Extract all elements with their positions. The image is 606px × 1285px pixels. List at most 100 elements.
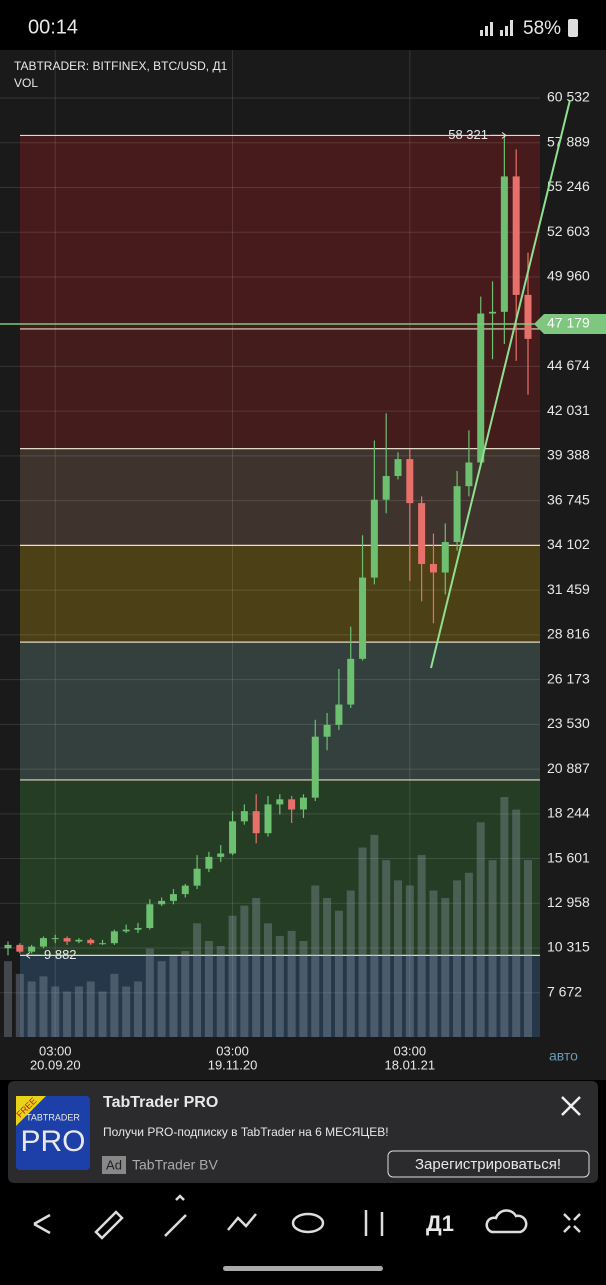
volume-bar bbox=[145, 948, 154, 1037]
y-tick-label: 20 887 bbox=[547, 760, 590, 776]
volume-bar bbox=[275, 935, 284, 1037]
volume-bar bbox=[441, 898, 450, 1037]
candle-body bbox=[311, 736, 319, 798]
volume-bar bbox=[122, 986, 131, 1037]
candle-body bbox=[276, 799, 284, 805]
trend-line bbox=[430, 99, 571, 669]
x-tick-time: 03:00 bbox=[216, 1043, 249, 1058]
candle-body bbox=[429, 564, 437, 573]
ad-button[interactable] bbox=[387, 1150, 590, 1178]
candle-body bbox=[134, 927, 142, 930]
volume-bar bbox=[216, 946, 225, 1037]
visibility-button[interactable] bbox=[291, 1212, 325, 1234]
candle-body bbox=[16, 944, 24, 952]
candle-body bbox=[288, 799, 296, 810]
candle-body bbox=[418, 503, 426, 565]
chart-type-button[interactable] bbox=[364, 1210, 384, 1236]
candle-body bbox=[323, 724, 331, 737]
x-tick-time: 03:00 bbox=[39, 1043, 72, 1058]
candle-body bbox=[181, 885, 189, 895]
candle-body bbox=[252, 811, 260, 834]
candle-body bbox=[240, 811, 248, 822]
ad-title: TabTrader PRO bbox=[103, 1094, 218, 1111]
candle-body bbox=[347, 658, 355, 705]
y-tick-label: 7 672 bbox=[547, 983, 582, 999]
candle-body bbox=[465, 462, 473, 487]
volume-bar bbox=[86, 981, 95, 1037]
candle-body bbox=[63, 938, 71, 942]
high-label: 58 321 bbox=[448, 127, 488, 142]
volume-bar bbox=[464, 872, 473, 1037]
volume-bar bbox=[74, 986, 83, 1037]
cloud-button[interactable] bbox=[485, 1209, 528, 1234]
y-tick-label: 36 745 bbox=[547, 491, 590, 507]
candle-body bbox=[110, 931, 118, 944]
draw-button[interactable] bbox=[164, 1194, 187, 1237]
last-price-tag bbox=[534, 314, 606, 335]
timeframe-button[interactable]: Д1 bbox=[426, 1211, 454, 1236]
y-tick-label: 15 601 bbox=[547, 849, 590, 865]
share-button[interactable] bbox=[33, 1213, 51, 1235]
y-tick-label: 12 958 bbox=[547, 894, 590, 910]
ad-panel bbox=[8, 1081, 598, 1183]
high-arrow bbox=[491, 132, 507, 139]
volume-bar bbox=[134, 981, 142, 1037]
ad-text: Получи PRO-подписку в TabTrader на 6 МЕС… bbox=[103, 1125, 389, 1139]
volume-bar bbox=[264, 923, 272, 1037]
candle-body bbox=[193, 868, 201, 886]
candle-body bbox=[453, 486, 461, 543]
y-tick-label: 31 459 bbox=[547, 581, 590, 597]
y-tick-label: 60 532 bbox=[547, 89, 590, 105]
volume-bar bbox=[453, 880, 462, 1037]
ad-tag: Ad bbox=[106, 1157, 122, 1172]
y-tick-label: 28 816 bbox=[547, 626, 590, 642]
candle-body bbox=[441, 542, 449, 573]
candle-body bbox=[169, 894, 177, 901]
fullscreen-button[interactable] bbox=[563, 1213, 581, 1233]
volume-bar bbox=[512, 809, 521, 1037]
ruler-button[interactable] bbox=[94, 1210, 124, 1240]
fib-band bbox=[20, 135, 540, 329]
fib-band bbox=[20, 328, 540, 449]
y-tick-label: 39 388 bbox=[547, 447, 590, 463]
volume-bar bbox=[346, 890, 355, 1037]
candle-body bbox=[335, 704, 343, 725]
candle-body bbox=[99, 943, 107, 945]
candle-body bbox=[489, 311, 497, 314]
y-tick-label: 18 244 bbox=[547, 805, 590, 821]
ad-close[interactable] bbox=[561, 1096, 581, 1116]
candle-body bbox=[359, 577, 367, 659]
gesture-bar bbox=[223, 1266, 383, 1271]
ad-button-label[interactable]: Зарегистрироваться! bbox=[415, 1156, 561, 1173]
candle-body bbox=[122, 929, 130, 932]
volume-bar bbox=[429, 890, 438, 1037]
candle-body bbox=[51, 938, 59, 940]
volume-bar bbox=[110, 973, 119, 1037]
candle-body bbox=[524, 294, 532, 339]
candle-body bbox=[39, 938, 47, 947]
candle-body bbox=[205, 856, 213, 869]
fib-band bbox=[20, 448, 540, 546]
y-tick-label: 52 603 bbox=[547, 223, 590, 239]
volume-bar bbox=[169, 956, 178, 1037]
y-tick-label: 44 674 bbox=[547, 357, 590, 373]
candle-body bbox=[370, 499, 378, 578]
volume-bar bbox=[27, 981, 36, 1037]
indicators-button[interactable] bbox=[227, 1213, 257, 1231]
ad-logo bbox=[16, 1096, 90, 1170]
candle-body bbox=[264, 804, 272, 834]
volume-bar bbox=[524, 860, 532, 1037]
candle-body bbox=[299, 797, 307, 810]
y-tick-label: 57 889 bbox=[547, 133, 590, 149]
scale-mode[interactable]: авто bbox=[549, 1048, 578, 1064]
candle-body bbox=[87, 939, 95, 944]
volume-bar bbox=[287, 930, 296, 1037]
volume-bar bbox=[157, 961, 166, 1037]
candle-body bbox=[512, 176, 520, 295]
candle-body bbox=[75, 939, 83, 942]
chart: 60 532 57 889 55 246 52 603 49 960 44 674 42 0… bbox=[0, 50, 606, 1072]
volume-bar bbox=[15, 973, 24, 1037]
volume-bar bbox=[405, 885, 414, 1037]
candle-body bbox=[394, 459, 402, 477]
ad-logo-main: PRO bbox=[20, 1125, 85, 1158]
